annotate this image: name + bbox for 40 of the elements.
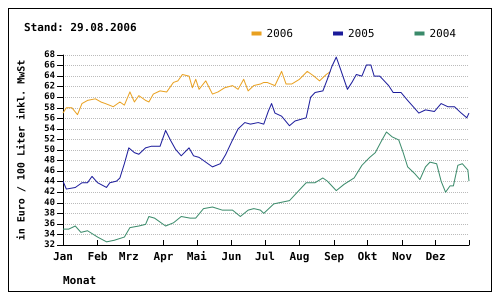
y-tick-label: 52 — [44, 134, 55, 144]
y-tick-label: 66 — [44, 60, 55, 71]
y-tick-label: 34 — [44, 229, 56, 240]
legend-label: 2004 — [430, 27, 456, 40]
chart-title: Stand: 29.08.2006 — [24, 21, 137, 34]
y-tick-label: 32 — [44, 240, 55, 250]
x-tick-label: Apr — [153, 250, 174, 263]
x-tick-label: Jan — [53, 250, 73, 263]
x-tick-label: Aug — [290, 250, 310, 263]
x-tick-label: Nov — [392, 250, 412, 263]
y-tick-label: 46 — [44, 166, 55, 176]
y-tick-label: 50 — [44, 145, 55, 155]
line-series — [62, 132, 470, 242]
y-tick-label: 58 — [44, 102, 55, 113]
y-tick-label: 40 — [44, 198, 55, 208]
y-tick-label: 54 — [44, 124, 56, 134]
y-tick-label: 48 — [44, 156, 55, 166]
y-tick-label: 62 — [44, 82, 55, 92]
y-tick-label: 60 — [44, 92, 55, 102]
y-tick-label: 44 — [44, 176, 56, 187]
y-tick-label: 38 — [44, 208, 55, 218]
x-tick-label: Okt — [358, 250, 378, 263]
y-axis-title: in Euro / 100 Liter inkl. MwSt — [16, 60, 28, 240]
x-tick-label: Mrz — [118, 250, 139, 263]
x-tick-label: Dez — [426, 250, 446, 263]
legend-label: 2006 — [266, 27, 294, 40]
x-tick-label: Sep — [324, 250, 344, 263]
x-tick-label: Jul — [254, 250, 275, 263]
x-tick-label: Jun — [221, 250, 242, 263]
line-series — [62, 70, 332, 116]
legend-label: 2005 — [348, 27, 375, 40]
y-tick-label: 64 — [44, 71, 56, 82]
y-tick-label: 68 — [44, 50, 55, 60]
x-axis-title: Monat — [63, 274, 96, 287]
x-tick-label: Feb — [88, 250, 108, 263]
y-tick-label: 36 — [44, 218, 55, 229]
x-tick-label: Mai — [186, 250, 208, 263]
line-series — [62, 56, 470, 190]
y-tick-label: 42 — [44, 187, 55, 198]
y-tick-label: 56 — [44, 113, 55, 124]
